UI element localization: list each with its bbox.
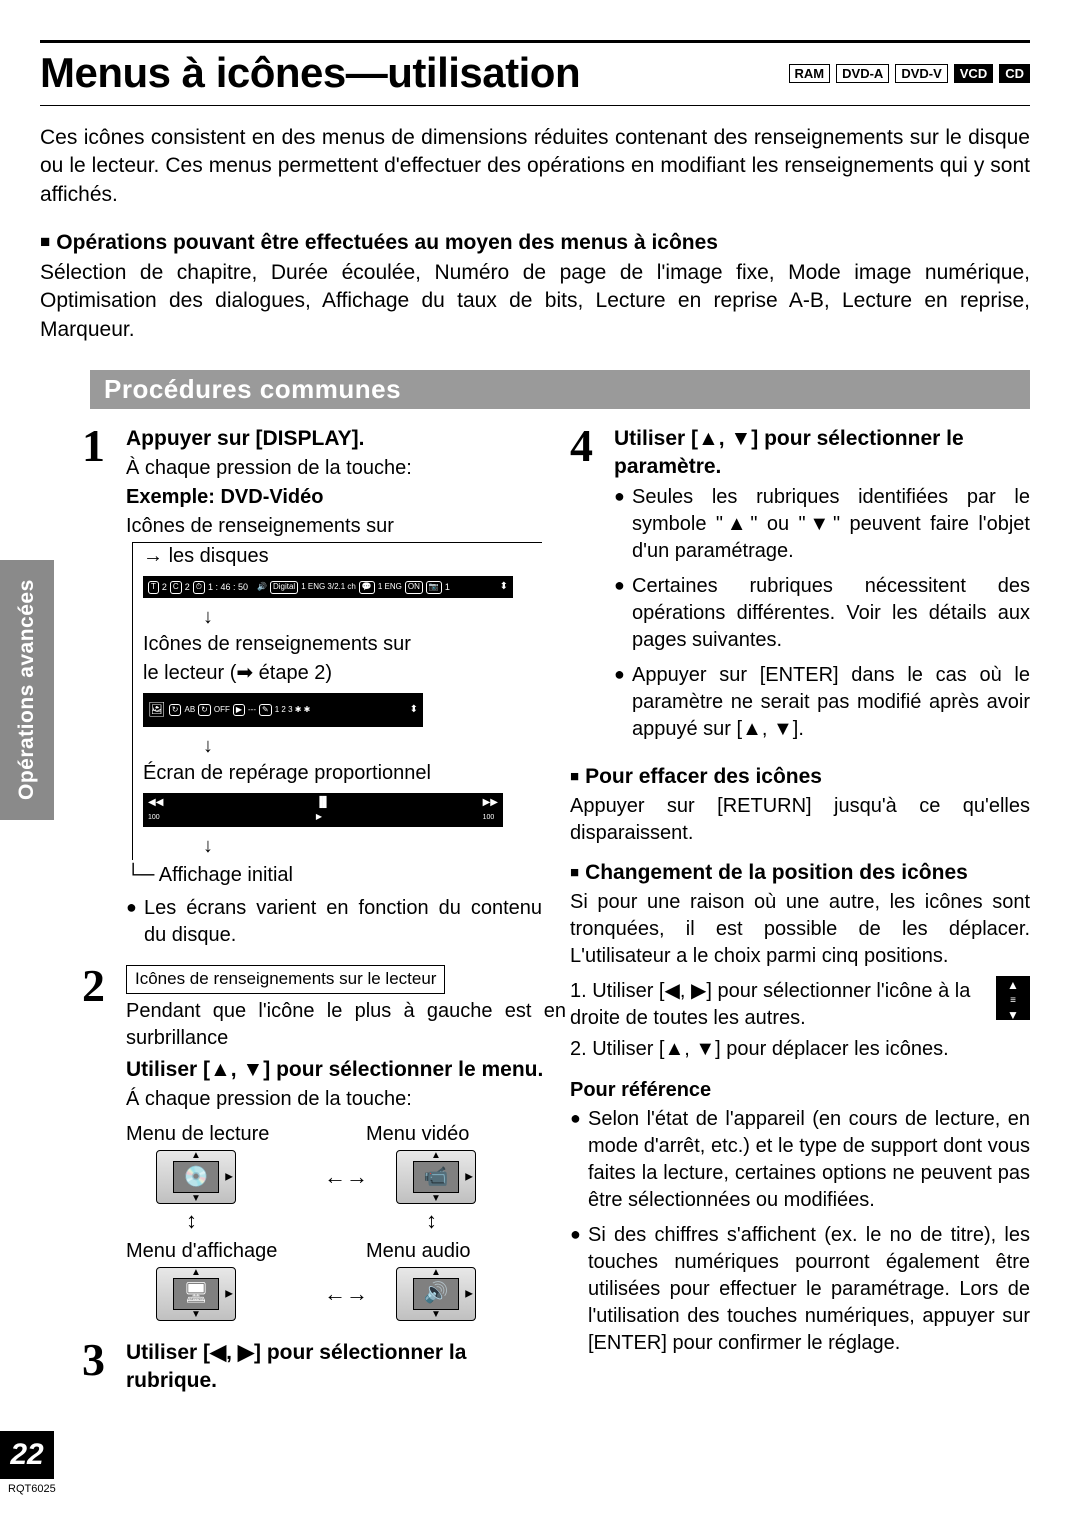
page-number: 22 — [0, 1431, 54, 1479]
step-1-line1: À chaque pression de la touche: — [126, 455, 542, 482]
operations-body: Sélection de chapitre, Durée écoulée, Nu… — [40, 259, 1030, 344]
format-badges: RAM DVD-A DVD-V VCD CD — [789, 64, 1030, 83]
step-3-title: Utiliser [◀, ▶] pour sélectionner la rub… — [126, 1339, 542, 1396]
change-pos-item-1: ▲≡▼ 1. Utiliser [◀, ▶] pour sélectionner… — [570, 978, 1030, 1032]
osd-on: ON — [405, 581, 423, 594]
badge-dvdv: DVD-V — [895, 64, 947, 83]
intro-text: Ces icônes consistent en des menus de di… — [40, 124, 1030, 209]
right-column: 4 Utiliser [▲, ▼] pour sélectionner le p… — [570, 425, 1030, 1406]
osd-left-speed: 100 — [148, 814, 160, 821]
icon-menu-video: ▲▼▶ 📹 — [396, 1150, 476, 1204]
operations-heading: ■Opérations pouvant être effectuées au m… — [40, 231, 1030, 255]
step-1-info3: Écran de repérage proportionnel — [143, 760, 542, 787]
icon-menu-affichage: ▲▼▶ 🖥 — [156, 1267, 236, 1321]
step-3: 3 Utiliser [◀, ▶] pour sélectionner la r… — [82, 1339, 542, 1398]
step-1-note: Les écrans varient en fonction du conten… — [144, 897, 542, 946]
step-1-info2b: le lecteur (➡ étape 2) — [143, 660, 542, 687]
osd-title-num: 2 — [162, 581, 167, 593]
step-2-line1: Pendant que l'icône le plus à gauche est… — [126, 998, 566, 1052]
icon-menu-lecture: ▲▼▶ 💿 — [156, 1150, 236, 1204]
step-1-number: 1 — [82, 425, 116, 957]
ref-b1: Selon l'état de l'appareil (en cours de … — [588, 1108, 1030, 1211]
step-4-b3: Appuyer sur [ENTER] dans le cas où le pa… — [632, 664, 1030, 740]
badge-cd: CD — [999, 64, 1030, 83]
badge-dvda: DVD-A — [836, 64, 889, 83]
operations-heading-text: Opérations pouvant être effectuées au mo… — [56, 231, 718, 254]
ref-b2: Si des chiffres s'affichent (ex. le no d… — [588, 1224, 1030, 1354]
left-column: 1 Appuyer sur [DISPLAY]. À chaque pressi… — [82, 425, 542, 1406]
section-bar: Procédures communes — [90, 370, 1030, 409]
step-4-b2: Certaines rubriques nécessitent des opér… — [632, 575, 1030, 651]
osd-chapter-num: 2 — [185, 581, 190, 593]
change-pos-item-2: 2. Utiliser [▲, ▼] pour déplacer les icô… — [570, 1036, 1030, 1063]
label-menu-lecture: Menu de lecture — [126, 1121, 269, 1148]
step-4: 4 Utiliser [▲, ▼] pour sélectionner le p… — [570, 425, 1030, 751]
badge-vcd: VCD — [954, 64, 993, 83]
osd-position-bar: ◀◀100 ▐▌▶ ▶▶100 — [143, 793, 503, 827]
reference-heading: Pour référence — [570, 1077, 1030, 1104]
osd-marks: 1 2 3 ✱ ✱ — [275, 705, 311, 716]
clear-icons-heading: Pour effacer des icônes — [585, 765, 822, 788]
arrow-down-3: ↓ — [203, 833, 542, 860]
step-1-info2a: Icônes de renseignements sur — [143, 631, 542, 658]
doc-code: RQT6025 — [8, 1483, 56, 1495]
icon-menu-audio: ▲▼▶ 🔊 — [396, 1267, 476, 1321]
badge-ram: RAM — [789, 64, 831, 83]
arrow-ud-1: ↕ — [186, 1206, 197, 1236]
osd-ab: AB — [184, 705, 195, 716]
step-2: 2 Icônes de renseignements sur le lecteu… — [82, 965, 542, 1331]
step-1-example: Exemple: DVD-Vidéo — [126, 484, 542, 511]
change-pos-heading: Changement de la position des icônes — [585, 861, 968, 884]
page-title: Menus à icônes—utilisation — [40, 49, 580, 97]
side-tab: Opérations avancées — [0, 560, 54, 820]
step-1-info1: Icônes de renseignements sur — [126, 513, 542, 540]
initial-display: Affichage initial — [159, 864, 293, 886]
osd-right-speed: 100 — [483, 814, 495, 821]
position-shift-icon: ▲≡▼ — [996, 976, 1030, 1020]
step-1: 1 Appuyer sur [DISPLAY]. À chaque pressi… — [82, 425, 542, 957]
step-2-line2: Á chaque pression de la touche: — [126, 1086, 566, 1113]
osd-dash: --- — [248, 705, 256, 716]
change-pos-body: Si pour une raison où une autre, les icô… — [570, 889, 1030, 970]
osd-dolby: Digital — [270, 581, 298, 594]
menu-grid: Menu de lecture Menu vidéo ▲▼▶ 💿 ←→ ▲▼▶ … — [126, 1121, 566, 1321]
osd-audio: 1 ENG 3/2.1 ch — [301, 582, 356, 593]
osd-angle: 1 — [445, 581, 450, 593]
step-4-b1: Seules les rubriques identifiées par le … — [632, 486, 1030, 562]
label-menu-audio: Menu audio — [366, 1238, 471, 1265]
osd-off: OFF — [214, 705, 230, 716]
title-row: Menus à icônes—utilisation RAM DVD-A DVD… — [40, 49, 1030, 97]
arrow-lr-2: ←→ — [324, 1279, 368, 1309]
label-menu-affichage: Menu d'affichage — [126, 1238, 277, 1265]
step-1-disques: les disques — [169, 545, 269, 567]
label-menu-video: Menu vidéo — [366, 1121, 469, 1148]
osd-subtitle: 1 ENG — [378, 582, 402, 593]
step-1-title: Appuyer sur [DISPLAY]. — [126, 425, 542, 453]
step-4-number: 4 — [570, 425, 604, 751]
step-2-number: 2 — [82, 965, 116, 1331]
arrow-lr-1: ←→ — [324, 1162, 368, 1192]
step-2-title: Utiliser [▲, ▼] pour sélectionner le men… — [126, 1056, 566, 1084]
clear-icons-body: Appuyer sur [RETURN] jusqu'à ce qu'elles… — [570, 793, 1030, 847]
step-4-title: Utiliser [▲, ▼] pour sélectionner le par… — [614, 425, 1030, 482]
osd-time: 1 : 46 : 50 — [208, 581, 248, 593]
arrow-down-1: ↓ — [203, 604, 542, 631]
step-3-number: 3 — [82, 1339, 116, 1398]
arrow-ud-2: ↕ — [426, 1206, 437, 1236]
step-2-boxed-label: Icônes de renseignements sur le lecteur — [126, 965, 445, 994]
osd-player-info: 🖼 ↻ AB ↻ OFF ▶ --- ✎ 1 2 3 ✱ ✱ ⬍ — [143, 693, 423, 727]
osd-disc-info: T2 C2 ⏱1 : 46 : 50 🔊 Digital 1 ENG 3/2.1… — [143, 576, 513, 598]
change-pos-n1-text: 1. Utiliser [◀, ▶] pour sélectionner l'i… — [570, 980, 970, 1029]
arrow-down-2: ↓ — [203, 733, 542, 760]
